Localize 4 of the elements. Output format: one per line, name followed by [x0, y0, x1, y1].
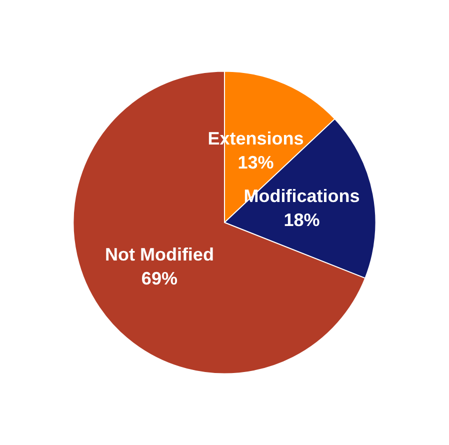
data-label: 69% [141, 268, 178, 289]
data-label: 18% [284, 210, 320, 230]
slice-label: Not Modified [104, 244, 214, 265]
data-label: 13% [238, 152, 274, 172]
